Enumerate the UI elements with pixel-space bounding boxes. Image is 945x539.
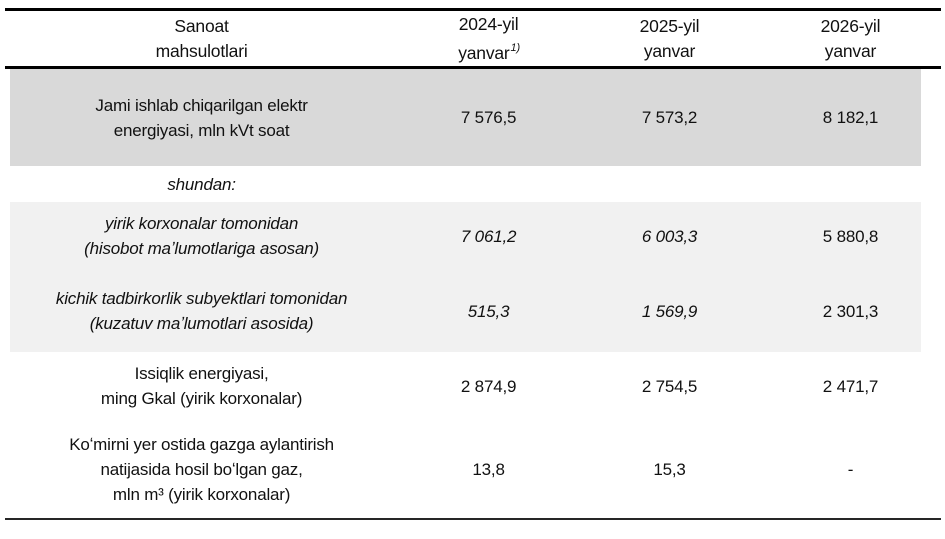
- value-2024: 2 874,9: [460, 376, 517, 396]
- table-top-rule: [5, 8, 941, 11]
- value-2024: 7 576,5: [460, 108, 517, 127]
- value-2024: 7 061,2: [460, 226, 517, 246]
- table-row-large-enterprises: yirik korxonalar tomonidan (hisobot maʼl…: [5, 202, 941, 270]
- column-header-2025: 2025-yil yanvar: [579, 14, 760, 64]
- table-row-underground-coal-gas: Koʻmirni yer ostida gazga aylantirish na…: [5, 420, 941, 518]
- value-2025: 15,3: [653, 459, 686, 479]
- header-bottom-rule: [5, 66, 941, 69]
- value-2025: 2 754,5: [641, 376, 698, 396]
- header-line: yanvar: [643, 40, 696, 61]
- footnote-marker: 1): [510, 41, 521, 54]
- value-2026: -: [847, 459, 854, 479]
- statistics-table: Sanoat mahsulotlari 2024-yil yanvar1) 20…: [5, 8, 941, 520]
- value-2024: 515,3: [467, 301, 510, 321]
- header-line: 2026-yil: [820, 15, 881, 36]
- row-label: Jami ishlab chiqarilgan elektr energiyas…: [95, 95, 308, 140]
- header-line: yanvar: [824, 40, 877, 61]
- row-label: yirik korxonalar tomonidan (hisobot maʼl…: [84, 214, 319, 258]
- value-2026: 8 182,1: [822, 108, 879, 127]
- value-2025: 6 003,3: [641, 226, 698, 246]
- table-row-small-business: kichik tadbirkorlik subyektlari tomonida…: [5, 269, 941, 352]
- row-label: Koʻmirni yer ostida gazga aylantirish na…: [69, 434, 334, 504]
- row-label: kichik tadbirkorlik subyektlari tomonida…: [55, 289, 348, 333]
- header-line: Sanoat: [174, 15, 229, 36]
- column-header-product: Sanoat mahsulotlari: [5, 14, 398, 64]
- value-2026: 2 471,7: [822, 376, 879, 396]
- value-2025: 1 569,9: [641, 301, 698, 321]
- value-2024: 13,8: [472, 459, 505, 479]
- column-header-2024: 2024-yil yanvar1): [398, 12, 579, 66]
- header-line: yanvar1): [458, 41, 521, 63]
- value-2025: 7 573,2: [641, 108, 698, 127]
- row-label: Issiqlik energiyasi, ming Gkal (yirik ko…: [100, 364, 303, 408]
- table-row-group-label: shundan:: [5, 166, 941, 202]
- table-row-heat-energy: Issiqlik energiyasi, ming Gkal (yirik ko…: [5, 352, 941, 420]
- table-header-row: Sanoat mahsulotlari 2024-yil yanvar1) 20…: [5, 11, 941, 66]
- header-line: mahsulotlari: [155, 40, 248, 61]
- header-line: 2024-yil: [458, 13, 519, 34]
- table-bottom-rule: [5, 518, 941, 520]
- header-line: 2025-yil: [639, 15, 700, 36]
- value-2026: 5 880,8: [822, 226, 879, 246]
- table-row-total-electric-energy: Jami ishlab chiqarilgan elektr energiyas…: [5, 69, 941, 166]
- value-2026: 2 301,3: [822, 301, 879, 321]
- column-header-2026: 2026-yil yanvar: [760, 14, 941, 64]
- group-label: shundan:: [167, 174, 236, 194]
